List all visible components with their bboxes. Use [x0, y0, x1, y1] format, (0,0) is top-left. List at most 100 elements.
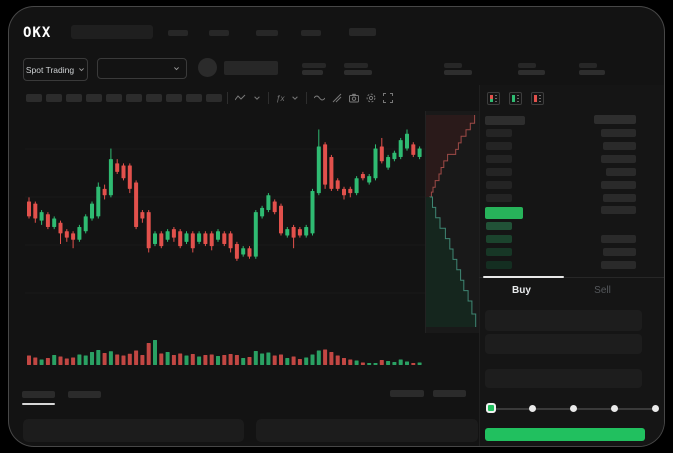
indicators-fx-icon[interactable]: ƒx: [276, 93, 285, 103]
orderbook-row-bar[interactable]: [603, 248, 636, 256]
chevron-down-icon[interactable]: [291, 94, 299, 102]
pair-dropdown[interactable]: [97, 58, 187, 79]
orderbook-amount-header: [594, 115, 636, 124]
nav-item-placeholder[interactable]: [168, 30, 188, 36]
buy-tab-underline: [483, 276, 564, 278]
orders-panel-placeholder: [256, 419, 478, 442]
orderbook-row-bar[interactable]: [601, 261, 636, 269]
fullscreen-icon[interactable]: [383, 93, 394, 103]
divider: [306, 92, 308, 104]
orderbook-row-bar[interactable]: [486, 155, 512, 163]
list-lines: [539, 95, 541, 102]
candle-style-icon[interactable]: [235, 93, 246, 103]
percent-slider-stop[interactable]: [611, 405, 618, 412]
nav-item-placeholder[interactable]: [209, 30, 229, 36]
orderbook-bids-view-icon[interactable]: [509, 92, 522, 105]
timeframe-button[interactable]: [146, 94, 162, 102]
orderbook-row-bar[interactable]: [486, 168, 512, 176]
orderbook-row-bar[interactable]: [486, 142, 512, 150]
orderbook-row-bar[interactable]: [606, 168, 636, 176]
buy-submit-button[interactable]: [485, 428, 645, 441]
settings-gear-icon[interactable]: [366, 93, 376, 103]
chevron-down-icon[interactable]: [253, 94, 261, 102]
timeframe-button[interactable]: [66, 94, 82, 102]
orderbook-row-bar[interactable]: [601, 155, 636, 163]
orderbook-asks-view-icon[interactable]: [531, 92, 544, 105]
stat-value-placeholder: [302, 70, 323, 75]
orderbook-row-bar[interactable]: [486, 181, 512, 189]
orderbook-row-bar[interactable]: [603, 194, 636, 202]
snapshot-camera-icon[interactable]: [349, 93, 360, 103]
amount-input[interactable]: [485, 334, 642, 354]
market-mode-selector[interactable]: Spot Trading: [23, 58, 88, 81]
tab-sell[interactable]: Sell: [594, 285, 611, 296]
divider: [479, 277, 664, 278]
search-input[interactable]: [71, 25, 153, 39]
bottom-action-placeholder[interactable]: [433, 390, 466, 397]
volume-chart: [25, 339, 425, 367]
stat-value-placeholder: [444, 70, 472, 75]
stat-value-placeholder: [579, 70, 605, 75]
timeframe-button[interactable]: [26, 94, 42, 102]
bottom-tab-active[interactable]: [22, 391, 55, 398]
price-input[interactable]: [485, 310, 642, 331]
candlestick-chart[interactable]: [25, 113, 425, 333]
timeframe-button[interactable]: [166, 94, 182, 102]
bottom-tab[interactable]: [68, 391, 101, 398]
orderbook-row-bar[interactable]: [601, 129, 636, 137]
tab-buy[interactable]: Buy: [512, 285, 531, 296]
orderbook-row-bar[interactable]: [486, 222, 512, 230]
market-mode-label: Spot Trading: [25, 64, 75, 75]
nav-item-placeholder[interactable]: [301, 30, 321, 36]
line-tool-icon[interactable]: [314, 93, 326, 103]
stat-value-placeholder: [344, 70, 372, 75]
chevron-down-icon: [79, 68, 85, 72]
compare-icon[interactable]: [332, 93, 342, 103]
stat-label-placeholder: [518, 63, 536, 68]
stat-label-placeholder: [444, 63, 462, 68]
percent-slider-stop[interactable]: [570, 405, 577, 412]
orders-panel-placeholder: [23, 419, 244, 442]
divider: [268, 92, 269, 104]
timeframe-button[interactable]: [126, 94, 142, 102]
divider: [227, 92, 228, 104]
orderbook-row-bar[interactable]: [601, 181, 636, 189]
stat-label-placeholder: [579, 63, 597, 68]
stat-label-placeholder: [344, 63, 368, 68]
orderbook-row-bar[interactable]: [486, 235, 512, 243]
timeframe-button[interactable]: [186, 94, 202, 102]
list-lines: [495, 95, 497, 102]
active-tab-underline: [22, 403, 55, 405]
orderbook-row-bar[interactable]: [486, 261, 512, 269]
okx-logo: OKX: [23, 25, 52, 41]
orderbook-row-bar[interactable]: [601, 206, 636, 214]
timeframe-button[interactable]: [86, 94, 102, 102]
orderbook-row-bar[interactable]: [601, 235, 636, 243]
red-column: [534, 95, 537, 102]
orderbook-combined-view-icon[interactable]: [487, 92, 500, 105]
orderbook-row-bar[interactable]: [486, 129, 512, 137]
green-column: [512, 95, 515, 102]
percent-slider-stop[interactable]: [652, 405, 659, 412]
chevron-down-icon: [174, 67, 179, 71]
percent-slider-handle[interactable]: [486, 403, 496, 413]
total-input[interactable]: [485, 369, 642, 388]
orderbook-row-bar[interactable]: [486, 194, 512, 202]
device-frame: OKX Spot Trading: [8, 6, 665, 447]
timeframe-button[interactable]: [46, 94, 62, 102]
timeframe-button[interactable]: [106, 94, 122, 102]
nav-item-placeholder[interactable]: [349, 28, 376, 36]
orderbook-row-bar[interactable]: [603, 142, 636, 150]
bottom-action-placeholder[interactable]: [390, 390, 424, 397]
nav-item-placeholder[interactable]: [256, 30, 278, 36]
red-green-column: [490, 95, 493, 102]
orderbook-row-bar[interactable]: [486, 248, 512, 256]
stat-value-placeholder: [518, 70, 545, 75]
timeframe-button[interactable]: [206, 94, 222, 102]
pair-name-placeholder[interactable]: [224, 61, 278, 75]
list-lines: [517, 95, 519, 102]
percent-slider-stop[interactable]: [529, 405, 536, 412]
depth-chart: [425, 111, 480, 333]
orderbook-row-bar[interactable]: [485, 207, 523, 219]
